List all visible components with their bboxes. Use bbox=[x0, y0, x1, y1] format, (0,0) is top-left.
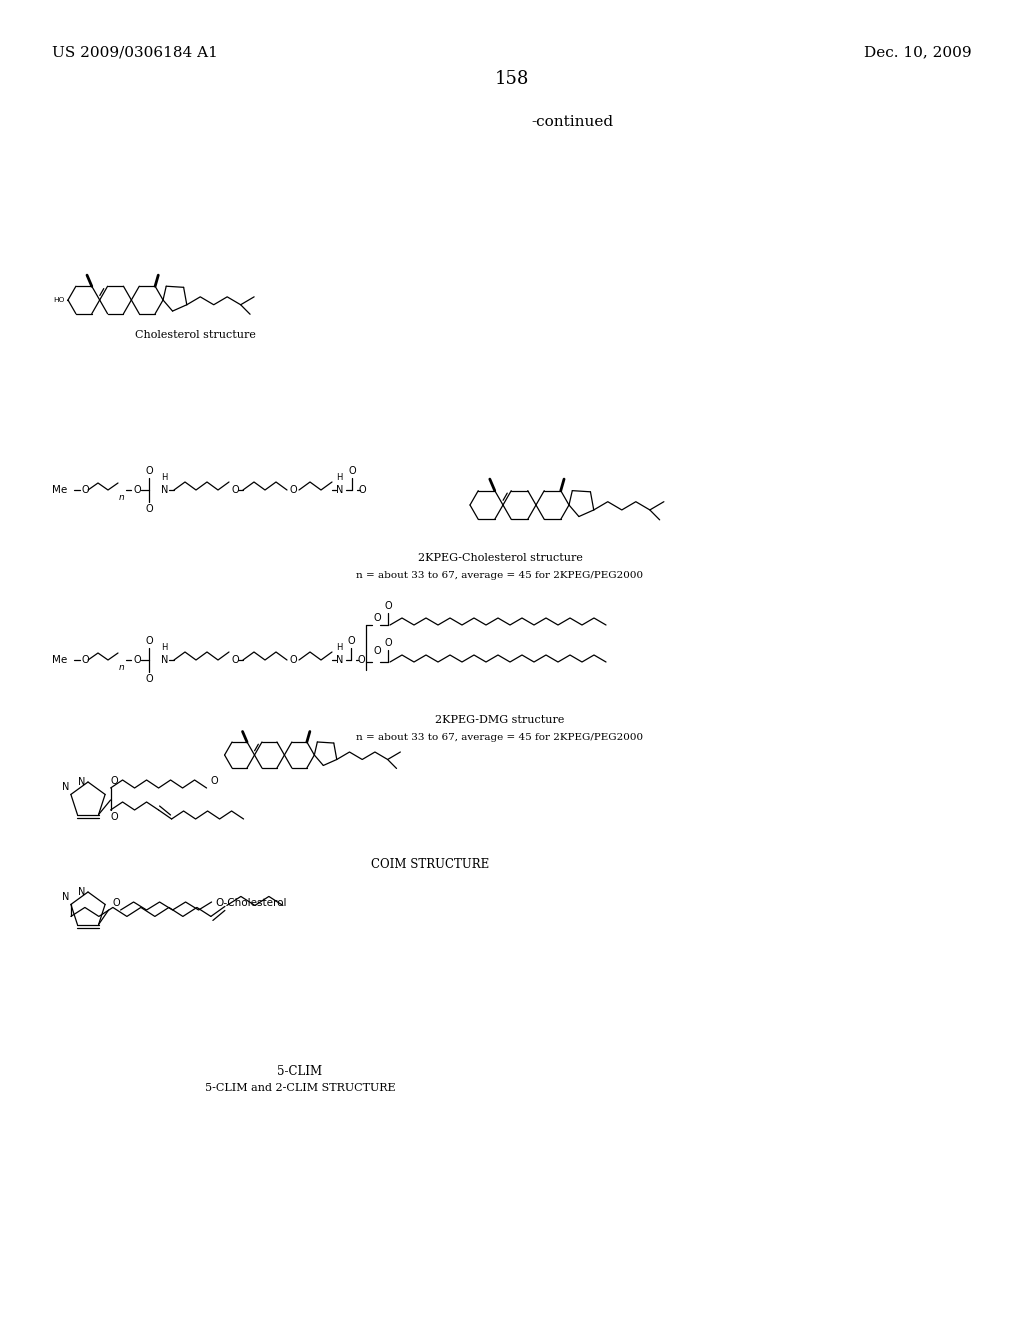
Text: O: O bbox=[133, 655, 140, 665]
Text: 5-CLIM and 2-CLIM STRUCTURE: 5-CLIM and 2-CLIM STRUCTURE bbox=[205, 1082, 395, 1093]
Text: O: O bbox=[232, 655, 240, 665]
Text: n = about 33 to 67, average = 45 for 2KPEG/PEG2000: n = about 33 to 67, average = 45 for 2KP… bbox=[356, 733, 643, 742]
Text: N: N bbox=[61, 783, 69, 792]
Text: H: H bbox=[336, 643, 342, 652]
Text: O: O bbox=[111, 812, 119, 822]
Text: H: H bbox=[336, 473, 342, 482]
Text: N: N bbox=[161, 484, 168, 495]
Text: 158: 158 bbox=[495, 70, 529, 88]
Text: O: O bbox=[145, 675, 153, 684]
Text: O: O bbox=[374, 612, 382, 623]
Text: -continued: -continued bbox=[530, 115, 613, 129]
Text: O: O bbox=[384, 638, 392, 648]
Text: 2KPEG-DMG structure: 2KPEG-DMG structure bbox=[435, 715, 564, 725]
Text: O: O bbox=[232, 484, 240, 495]
Text: n: n bbox=[119, 664, 125, 672]
Text: O: O bbox=[145, 636, 153, 645]
Text: Cholesterol structure: Cholesterol structure bbox=[134, 330, 255, 341]
Text: N: N bbox=[336, 655, 343, 665]
Text: H: H bbox=[161, 643, 167, 652]
Text: O: O bbox=[384, 601, 392, 611]
Text: O: O bbox=[347, 636, 354, 645]
Text: O: O bbox=[290, 484, 298, 495]
Text: n: n bbox=[119, 494, 125, 503]
Text: N: N bbox=[336, 484, 343, 495]
Text: COIM STRUCTURE: COIM STRUCTURE bbox=[371, 858, 489, 871]
Text: N: N bbox=[78, 777, 85, 787]
Text: Me: Me bbox=[52, 484, 68, 495]
Text: O: O bbox=[111, 776, 119, 785]
Text: O: O bbox=[357, 655, 365, 665]
Text: O: O bbox=[82, 484, 90, 495]
Text: Me: Me bbox=[52, 655, 68, 665]
Text: O: O bbox=[374, 645, 382, 656]
Text: 2KPEG-Cholesterol structure: 2KPEG-Cholesterol structure bbox=[418, 553, 583, 564]
Text: O: O bbox=[113, 898, 120, 908]
Text: 5-CLIM: 5-CLIM bbox=[278, 1065, 323, 1078]
Text: HO: HO bbox=[53, 297, 65, 304]
Text: O: O bbox=[145, 504, 153, 513]
Text: O: O bbox=[145, 466, 153, 477]
Text: O: O bbox=[290, 655, 298, 665]
Text: N: N bbox=[61, 892, 69, 903]
Text: O: O bbox=[82, 655, 90, 665]
Text: n = about 33 to 67, average = 45 for 2KPEG/PEG2000: n = about 33 to 67, average = 45 for 2KP… bbox=[356, 572, 643, 579]
Text: O-Cholesterol: O-Cholesterol bbox=[216, 898, 287, 908]
Text: N: N bbox=[78, 887, 85, 898]
Text: O: O bbox=[348, 466, 355, 477]
Text: US 2009/0306184 A1: US 2009/0306184 A1 bbox=[52, 45, 218, 59]
Text: Dec. 10, 2009: Dec. 10, 2009 bbox=[864, 45, 972, 59]
Text: N: N bbox=[161, 655, 168, 665]
Text: H: H bbox=[161, 473, 167, 482]
Text: O: O bbox=[211, 776, 218, 785]
Text: O: O bbox=[358, 484, 366, 495]
Text: O: O bbox=[133, 484, 140, 495]
